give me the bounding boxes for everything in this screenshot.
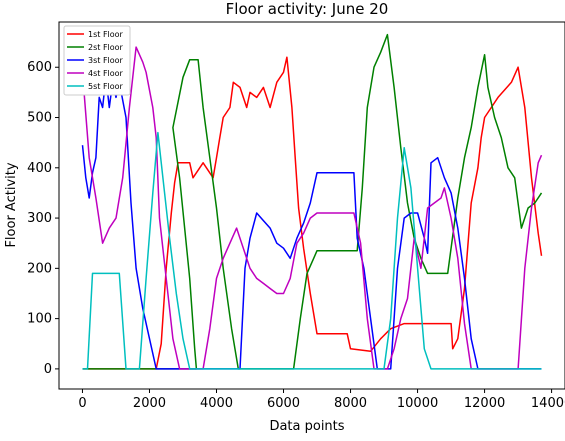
y-tick-label: 300 [27, 211, 52, 226]
legend-label: 1st Floor [88, 30, 124, 39]
y-axis: 0 100 200 300 400 500 600 [27, 60, 59, 377]
legend-box [63, 25, 131, 96]
series-line-floor-2 [82, 33, 543, 370]
y-tick-label: 200 [27, 261, 52, 276]
y-tick-label: 0 [44, 362, 52, 377]
legend-label: 4st Floor [88, 69, 124, 78]
x-tick-label: 8000 [334, 396, 367, 411]
x-tick-label: 6000 [267, 396, 300, 411]
series-line-floor-5 [82, 131, 542, 370]
y-tick-label: 600 [27, 60, 52, 75]
x-tick-label: 10000 [397, 396, 438, 411]
x-tick-label: 4000 [200, 396, 233, 411]
y-tick-label: 400 [27, 161, 52, 176]
y-axis-label: Floor Activity [4, 162, 19, 247]
plot-frame [58, 21, 565, 390]
series-line-floor-1 [82, 56, 543, 370]
legend-label: 5st Floor [88, 82, 124, 91]
series-line-floor-4 [81, 46, 543, 370]
y-tick-label: 500 [27, 111, 52, 126]
legend-label: 3st Floor [88, 56, 124, 65]
x-tick-label: 12000 [464, 396, 505, 411]
x-tick-label: 2000 [133, 396, 166, 411]
plot-area [81, 33, 543, 370]
y-tick-label: 100 [27, 312, 52, 327]
legend: 1st Floor 2st Floor 3st Floor 4st Floor 5st … [63, 25, 131, 96]
x-tick-label: 0 [78, 396, 86, 411]
x-axis-label: Data points [269, 419, 344, 434]
legend-label: 2st Floor [88, 43, 124, 52]
chart-title: Floor activity: June 20 [226, 0, 389, 18]
